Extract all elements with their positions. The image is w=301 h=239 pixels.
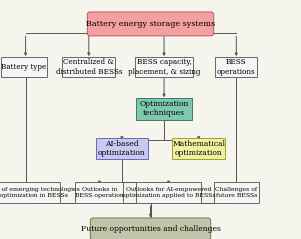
Text: BESS
operations: BESS operations xyxy=(217,58,256,76)
Text: Battery type: Battery type xyxy=(2,63,47,71)
FancyBboxPatch shape xyxy=(136,98,192,120)
Text: Optimization
techniques: Optimization techniques xyxy=(139,100,189,117)
Text: AI-based
optimization: AI-based optimization xyxy=(98,140,146,157)
FancyBboxPatch shape xyxy=(87,12,214,36)
FancyBboxPatch shape xyxy=(136,182,201,203)
FancyBboxPatch shape xyxy=(62,57,115,77)
Text: Mathematical
optimization: Mathematical optimization xyxy=(172,140,225,157)
Text: Battery energy storage systems: Battery energy storage systems xyxy=(86,20,215,28)
FancyBboxPatch shape xyxy=(1,57,48,77)
FancyBboxPatch shape xyxy=(214,182,259,203)
FancyBboxPatch shape xyxy=(0,182,60,203)
FancyBboxPatch shape xyxy=(90,218,211,239)
Text: Outlooks in
BESS operation: Outlooks in BESS operation xyxy=(75,187,124,198)
Text: Impact of emerging technologies
on optimization in BESSs: Impact of emerging technologies on optim… xyxy=(0,187,79,198)
Text: Outlooks for AI-empowered
optimization applied to BESSs: Outlooks for AI-empowered optimization a… xyxy=(122,187,216,198)
FancyBboxPatch shape xyxy=(215,57,257,77)
FancyBboxPatch shape xyxy=(135,57,193,77)
Text: Future opportunities and challenges: Future opportunities and challenges xyxy=(81,225,220,233)
Text: Centralized &
distributed BESSs: Centralized & distributed BESSs xyxy=(56,58,122,76)
FancyBboxPatch shape xyxy=(96,138,148,159)
Text: BESS capacity,
placement, & sizing: BESS capacity, placement, & sizing xyxy=(128,58,200,76)
Text: Challenges of
future BESSs: Challenges of future BESSs xyxy=(215,187,257,198)
FancyBboxPatch shape xyxy=(75,182,123,203)
FancyBboxPatch shape xyxy=(172,138,225,159)
